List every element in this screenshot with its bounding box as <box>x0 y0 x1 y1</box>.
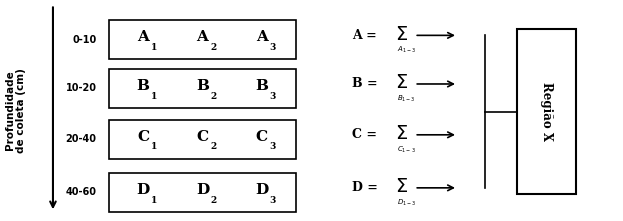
Text: D: D <box>136 183 150 197</box>
Text: A =: A = <box>352 29 377 42</box>
Text: 2: 2 <box>211 196 217 204</box>
Text: $\Sigma$: $\Sigma$ <box>396 124 408 143</box>
Bar <box>109 173 296 212</box>
Text: $B_{1-3}$: $B_{1-3}$ <box>397 94 416 104</box>
Text: $A_{1-3}$: $A_{1-3}$ <box>397 45 416 55</box>
Text: D: D <box>196 183 209 197</box>
Text: A: A <box>137 30 150 44</box>
Text: B: B <box>137 79 150 93</box>
Text: 1: 1 <box>151 92 158 101</box>
Text: $D_{1-3}$: $D_{1-3}$ <box>397 198 416 208</box>
Text: B: B <box>196 79 209 93</box>
Text: $C_{1-3}$: $C_{1-3}$ <box>397 145 416 155</box>
Text: C: C <box>196 130 209 144</box>
Text: 2: 2 <box>211 43 217 52</box>
Text: D: D <box>255 183 269 197</box>
Text: $\Sigma$: $\Sigma$ <box>396 25 408 44</box>
Text: 3: 3 <box>270 43 276 52</box>
Text: $\Sigma$: $\Sigma$ <box>396 73 408 92</box>
Bar <box>109 20 296 59</box>
Text: A: A <box>255 30 268 44</box>
Text: D =: D = <box>352 181 378 194</box>
Bar <box>109 69 296 108</box>
Bar <box>517 29 576 194</box>
Text: Região X: Região X <box>540 82 553 141</box>
Text: 2: 2 <box>211 143 217 151</box>
Text: B =: B = <box>352 78 378 90</box>
Bar <box>109 120 296 159</box>
Text: 0-10: 0-10 <box>72 35 97 45</box>
Text: 1: 1 <box>151 143 158 151</box>
Text: 40-60: 40-60 <box>65 187 97 197</box>
Text: C: C <box>137 130 150 144</box>
Text: C: C <box>255 130 268 144</box>
Text: 10-20: 10-20 <box>65 83 97 93</box>
Text: 3: 3 <box>270 143 276 151</box>
Text: Profundidade
de coleta (cm): Profundidade de coleta (cm) <box>5 68 26 153</box>
Text: 1: 1 <box>151 43 158 52</box>
Text: 1: 1 <box>151 196 158 204</box>
Text: 3: 3 <box>270 196 276 204</box>
Text: C =: C = <box>352 128 377 141</box>
Text: A: A <box>196 30 209 44</box>
Text: 3: 3 <box>270 92 276 101</box>
Text: $\Sigma$: $\Sigma$ <box>396 177 408 196</box>
Text: 20-40: 20-40 <box>65 134 97 144</box>
Text: 2: 2 <box>211 92 217 101</box>
Text: B: B <box>255 79 268 93</box>
